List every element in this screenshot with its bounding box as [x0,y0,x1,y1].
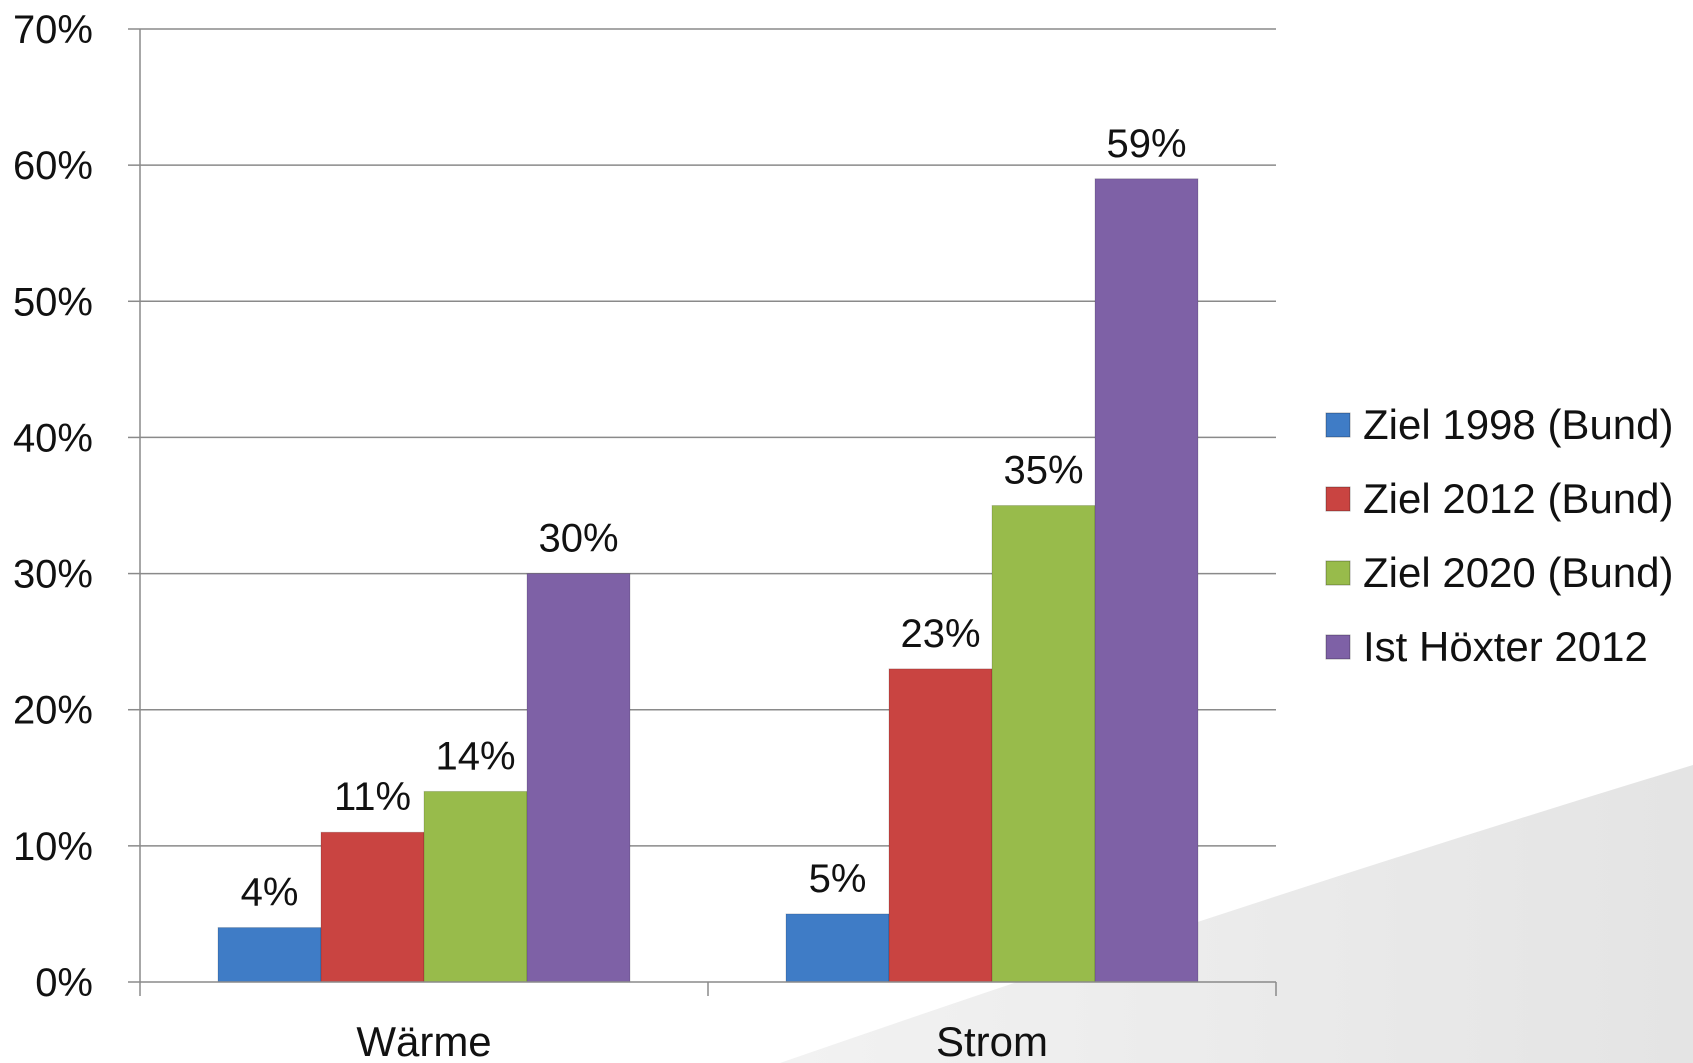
data-label: 59% [1106,122,1186,166]
legend-swatch [1325,486,1351,512]
y-tick-label: 30% [13,553,93,597]
legend-swatch [1325,634,1351,660]
data-labels: 4% 11% 14% 30% 5% 23% 35% 59% [241,122,1187,915]
bar [526,573,631,983]
bar [217,927,322,983]
legend-label: Ziel 2020 (Bund) [1363,549,1674,596]
legend-swatch [1325,560,1351,586]
legend-swatch [1325,412,1351,438]
legend-label: Ziel 1998 (Bund) [1363,401,1674,448]
data-label: 5% [809,857,867,901]
data-label: 11% [334,775,411,819]
y-tick-label: 10% [13,825,93,869]
data-label: 35% [1003,449,1083,493]
bar [1094,178,1199,983]
bar [423,790,528,983]
legend: Ziel 1998 (Bund) Ziel 2012 (Bund) Ziel 202… [1325,401,1674,670]
category-label: Wärme [356,1018,491,1063]
legend-label: Ist Höxter 2012 [1363,623,1648,670]
bar [785,913,890,983]
data-label: 23% [900,612,980,656]
bars [217,178,1199,983]
y-tick-label: 20% [13,689,93,733]
y-tick-label: 60% [13,144,93,188]
bar [888,668,993,983]
background-swoosh [780,765,1693,1063]
y-tick-label: 40% [13,416,93,460]
bar [991,505,1096,983]
category-label: Strom [936,1018,1048,1063]
y-tick-label: 70% [13,8,93,52]
data-label: 14% [435,734,515,778]
y-axis-ticks: 0% 10% 20% 30% 40% 50% 60% 70% [13,8,140,1005]
data-label: 4% [241,871,299,915]
y-tick-label: 50% [13,280,93,324]
legend-label: Ziel 2012 (Bund) [1363,475,1674,522]
bar [320,831,425,983]
y-tick-label: 0% [35,961,93,1005]
axes [139,29,1277,996]
data-label: 30% [538,517,618,561]
category-labels: Wärme Strom [356,1018,1048,1063]
